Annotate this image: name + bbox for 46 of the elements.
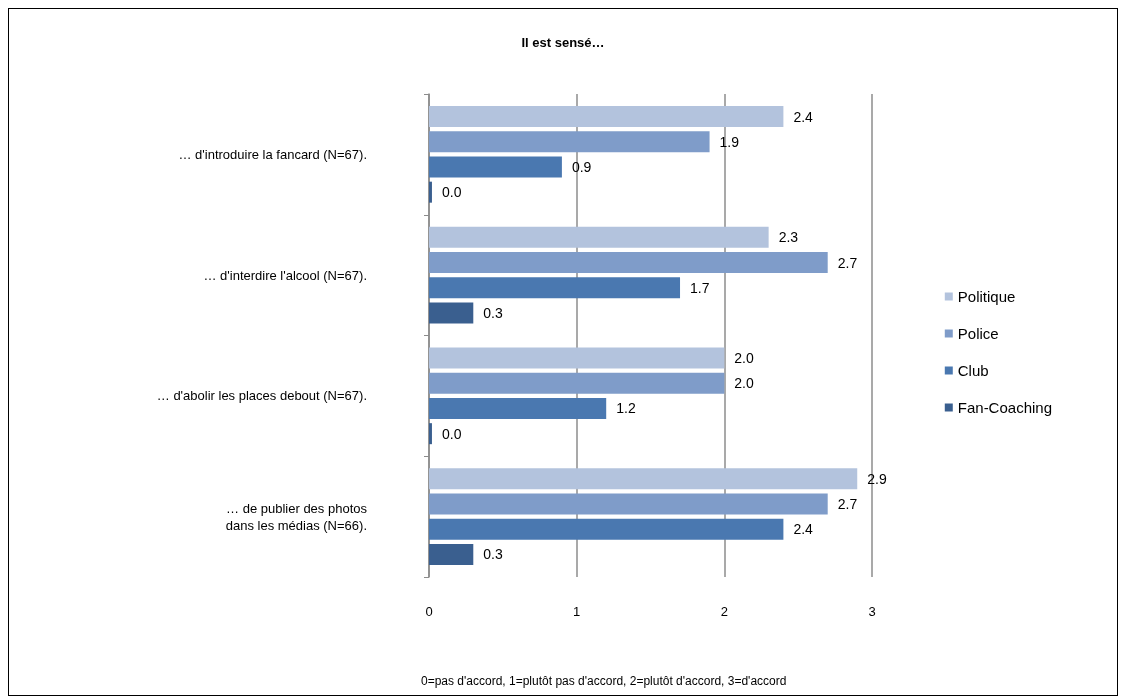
bar [429,156,562,178]
data-label: 2.3 [778,229,799,246]
y-tick-label: … d'interdire l'alcool (N=67). [203,267,367,283]
bar [429,468,858,490]
bar [429,493,828,515]
data-label: 2.4 [793,521,814,538]
bar [429,543,474,565]
x-tick-label: 2 [720,604,728,619]
bar [429,302,474,324]
chart-title: Il est sensé… [521,35,605,50]
data-label: 2.9 [867,470,887,487]
x-tick-label: 0 [425,604,433,619]
y-tick-label: … de publier des photos dans les médias (N=66). [225,500,368,533]
data-label: 2.7 [837,254,858,271]
data-label: 2.7 [837,496,858,513]
bar [429,423,432,445]
data-label: 2.4 [793,108,814,125]
legend-label: Politique [957,288,1016,305]
bar [429,347,725,369]
data-label: 2.0 [734,375,755,392]
data-label: 1.9 [719,133,740,150]
data-label: 0.3 [483,304,503,321]
bar [429,226,769,248]
legend-label: Police [957,325,999,342]
bar [429,518,784,540]
legend-label: Fan-Coaching [957,399,1052,416]
x-tick-label: 3 [868,604,876,619]
data-label: 0.0 [441,425,462,442]
bar [429,397,607,419]
y-tick-label: … d'introduire la fancard (N=67). [178,146,367,162]
bar [429,372,725,394]
y-tick-label: … d'abolir les places debout (N=67). [156,388,367,404]
bar [429,181,432,203]
bar [429,131,710,153]
data-label: 1.2 [616,400,636,417]
x-tick-label: 1 [573,604,581,619]
data-label: 0.3 [483,546,503,563]
data-label: 0.0 [441,184,462,201]
data-label: 1.7 [690,279,710,296]
bar [429,277,681,299]
legend-label: Club [957,362,989,379]
data-label: 0.9 [571,158,592,175]
data-label: 2.0 [734,350,755,367]
bar [429,252,828,274]
bar [429,106,784,128]
text: 0=pas d'accord, 1=plutôt pas d'accord, 2=plutôt d'accord, 3=d'accord [421,674,787,688]
